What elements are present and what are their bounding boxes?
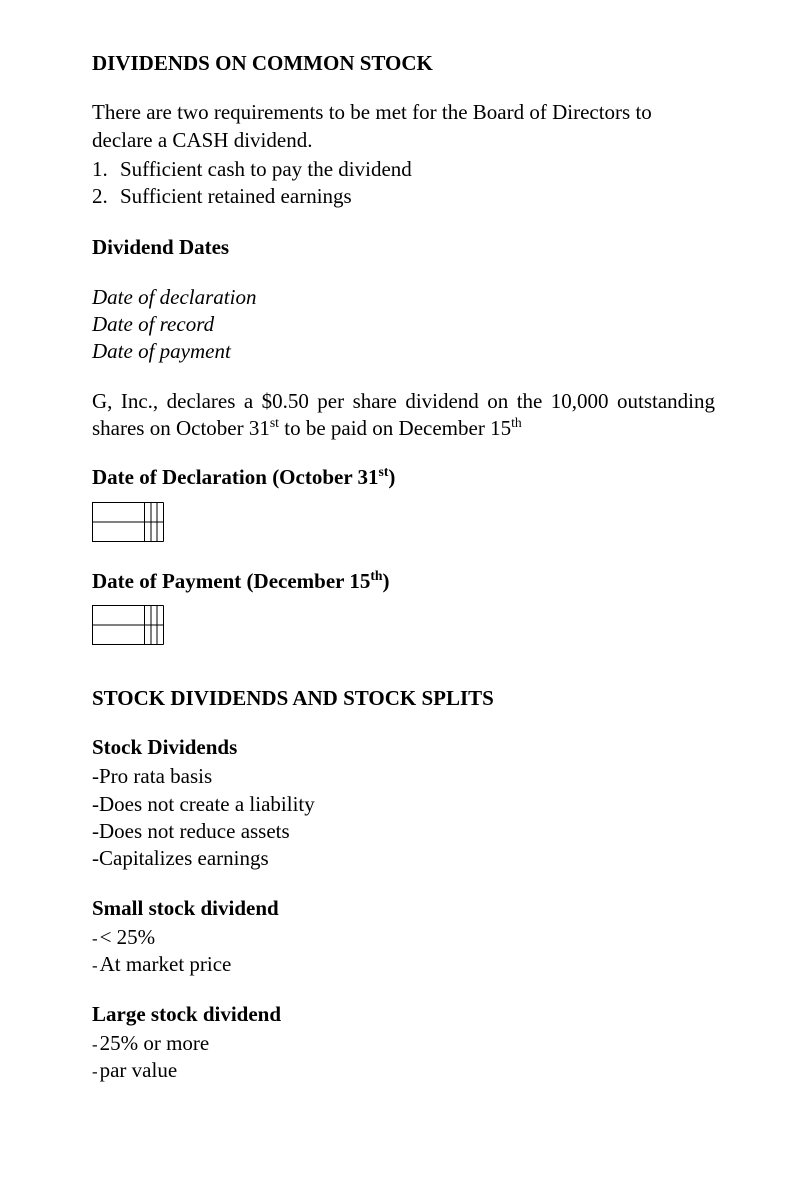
decl-sup: st — [379, 464, 389, 479]
date-record: Date of record — [92, 311, 715, 338]
t-account-icon — [92, 605, 164, 645]
small-2-text: At market price — [100, 952, 232, 976]
dividend-dates-heading: Dividend Dates — [92, 234, 715, 261]
large-2-text: par value — [100, 1058, 178, 1082]
req1-text: Sufficient cash to pay the dividend — [120, 157, 412, 181]
large-item-2: -par value — [92, 1057, 715, 1084]
date-declaration: Date of declaration — [92, 284, 715, 311]
section1-title: DIVIDENDS ON COMMON STOCK — [92, 50, 715, 77]
decl-pre: Date of Declaration (October 31 — [92, 465, 379, 489]
example-paragraph: G, Inc., declares a $0.50 per share divi… — [92, 388, 715, 443]
t-account-payment — [92, 605, 164, 645]
large-item-1: -25% or more — [92, 1030, 715, 1057]
pay-pre: Date of Payment (December 15 — [92, 569, 370, 593]
requirements-list: 1.Sufficient cash to pay the dividend 2.… — [92, 156, 715, 211]
dash-icon: - — [92, 929, 100, 948]
t-account-icon — [92, 502, 164, 542]
small-stock-dividend-heading: Small stock dividend — [92, 895, 715, 922]
requirement-1: 1.Sufficient cash to pay the dividend — [92, 156, 715, 183]
payment-date-heading: Date of Payment (December 15th) — [92, 568, 715, 595]
large-stock-dividend-heading: Large stock dividend — [92, 1001, 715, 1028]
requirement-2: 2.Sufficient retained earnings — [92, 183, 715, 210]
large-stock-dividend-list: -25% or more -par value — [92, 1030, 715, 1085]
document-page: DIVIDENDS ON COMMON STOCK There are two … — [0, 0, 807, 1200]
section2-title: STOCK DIVIDENDS AND STOCK SPLITS — [92, 685, 715, 712]
small-stock-dividend-list: -< 25% -At market price — [92, 924, 715, 979]
req2-number: 2. — [92, 183, 120, 210]
stock-dividends-heading: Stock Dividends — [92, 734, 715, 761]
small-item-2: -At market price — [92, 951, 715, 978]
pay-post: ) — [382, 569, 389, 593]
sd-item-4: -Capitalizes earnings — [92, 845, 715, 872]
decl-post: ) — [388, 465, 395, 489]
declaration-date-heading: Date of Declaration (October 31st) — [92, 464, 715, 491]
small-1-text: < 25% — [100, 925, 156, 949]
dash-icon: - — [92, 1062, 100, 1081]
example-mid: to be paid on December 15 — [279, 416, 511, 440]
large-1-text: 25% or more — [100, 1031, 210, 1055]
pay-sup: th — [370, 568, 382, 583]
dash-icon: - — [92, 1035, 100, 1054]
stock-dividends-list: -Pro rata basis -Does not create a liabi… — [92, 763, 715, 872]
req2-text: Sufficient retained earnings — [120, 184, 352, 208]
date-payment: Date of payment — [92, 338, 715, 365]
dividend-dates-list: Date of declaration Date of record Date … — [92, 284, 715, 366]
intro-paragraph: There are two requirements to be met for… — [92, 99, 715, 154]
req1-number: 1. — [92, 156, 120, 183]
t-account-declaration — [92, 502, 164, 542]
example-sup1: st — [270, 415, 279, 430]
example-sup2: th — [511, 415, 522, 430]
dash-icon: - — [92, 956, 100, 975]
sd-item-3: -Does not reduce assets — [92, 818, 715, 845]
small-item-1: -< 25% — [92, 924, 715, 951]
sd-item-2: -Does not create a liability — [92, 791, 715, 818]
sd-item-1: -Pro rata basis — [92, 763, 715, 790]
